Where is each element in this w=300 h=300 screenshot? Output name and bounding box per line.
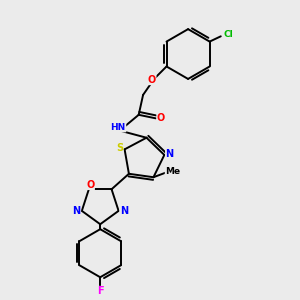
Text: O: O	[86, 180, 94, 190]
Text: N: N	[120, 206, 128, 216]
Text: Me: Me	[165, 167, 180, 176]
Text: HN: HN	[111, 123, 126, 132]
Text: N: N	[73, 206, 81, 216]
Text: S: S	[116, 143, 123, 154]
Text: O: O	[157, 113, 165, 123]
Text: O: O	[148, 75, 156, 85]
Text: Cl: Cl	[223, 30, 233, 39]
Text: F: F	[97, 286, 104, 296]
Text: N: N	[166, 149, 174, 159]
